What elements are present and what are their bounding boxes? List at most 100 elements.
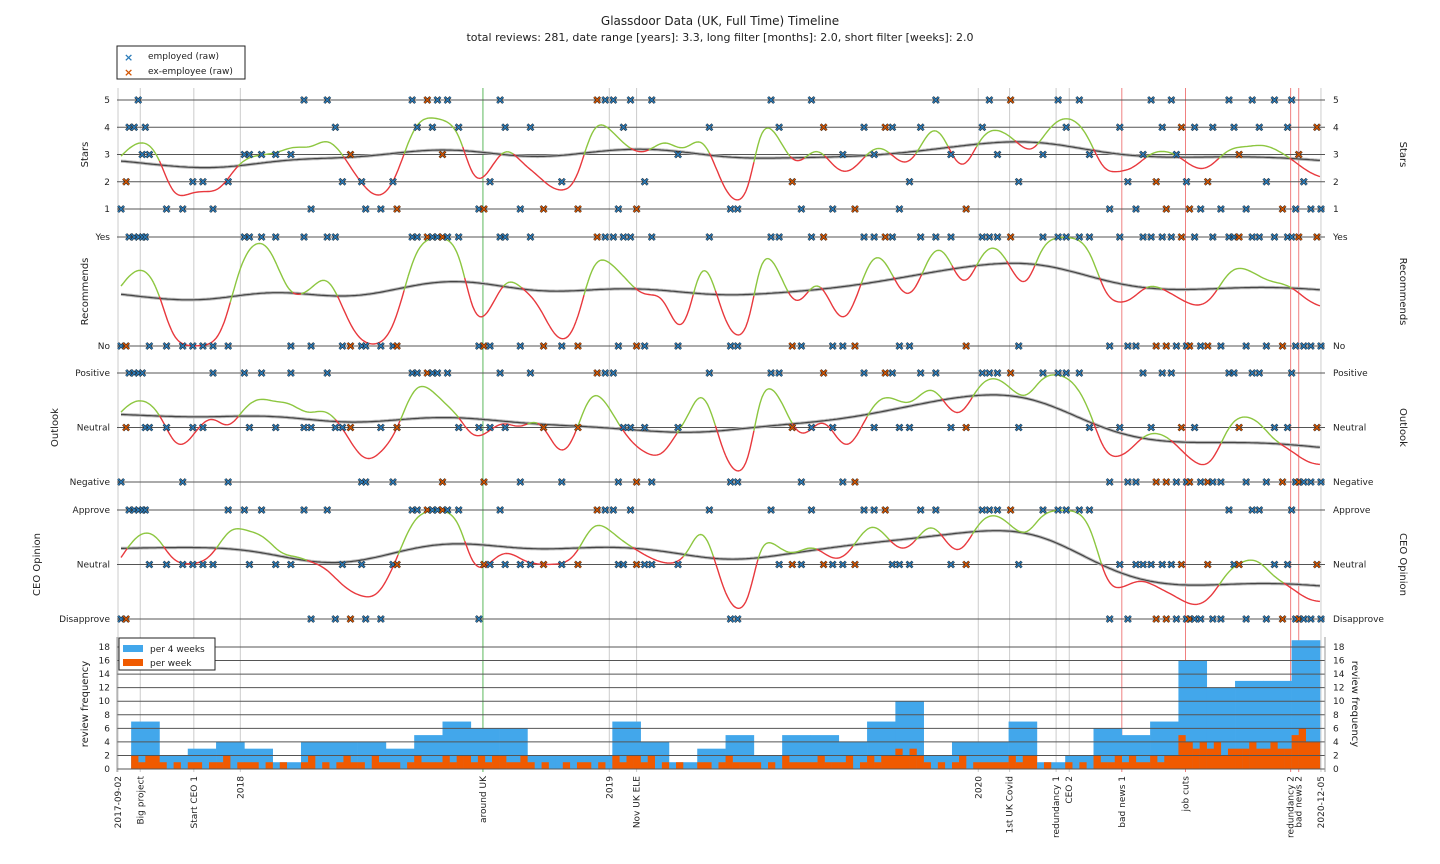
review-marker-employed (486, 342, 494, 350)
marker-cross (888, 561, 896, 568)
marker-cross (1197, 478, 1205, 486)
review-marker-employed (828, 423, 837, 432)
review-marker-employed (705, 369, 714, 377)
review-marker-employed (1270, 560, 1279, 569)
marker-cross (1317, 615, 1325, 623)
review-marker-employed (860, 506, 868, 514)
marker-cross (906, 342, 914, 350)
event-label: bad news 1 (1118, 776, 1128, 828)
marker-cross (1054, 233, 1062, 241)
panel-y-label: Recommends (80, 258, 91, 326)
bar-per-week (1100, 762, 1108, 769)
marker-cross (627, 233, 635, 241)
marker-cross (1147, 424, 1155, 431)
bar-per-week (782, 755, 790, 769)
marker-cross (993, 506, 1001, 514)
review-marker-employed (626, 96, 635, 104)
marker-cross (1172, 478, 1180, 486)
bar-per-week (527, 762, 535, 769)
marker-cross (1147, 233, 1155, 241)
marker-cross (1075, 233, 1083, 241)
marker-cross (932, 233, 940, 241)
marker-cross (839, 561, 847, 568)
review-marker-ex-employee (1235, 150, 1243, 159)
review-marker-ex-employee (122, 615, 131, 623)
marker-cross (870, 233, 878, 241)
marker-cross (932, 369, 940, 377)
y-tick-label: 2 (104, 751, 110, 761)
review-marker-employed (1158, 560, 1167, 569)
review-marker-employed (1172, 615, 1181, 623)
marker-cross (439, 478, 446, 486)
marker-cross (1106, 615, 1114, 623)
marker-cross (593, 233, 601, 241)
marker-cross (851, 561, 859, 568)
marker-cross (609, 233, 617, 241)
review-marker-employed (895, 342, 904, 350)
review-marker-employed (1283, 560, 1292, 569)
review-marker-employed (733, 615, 742, 623)
bar-per-week (1157, 762, 1165, 769)
bar-per-week (732, 762, 740, 769)
bar-per-week (817, 755, 825, 769)
review-marker-employed (1196, 205, 1205, 213)
review-marker-employed (1132, 478, 1140, 486)
bar-per-week (1029, 755, 1038, 769)
review-marker-employed (199, 423, 207, 432)
marker-cross (1007, 233, 1015, 241)
bar-per-week (1001, 762, 1009, 769)
review-marker-employed (905, 177, 914, 186)
marker-cross (475, 615, 483, 623)
y-tick-label-right: 4 (1333, 123, 1339, 133)
review-marker-employed (199, 560, 207, 569)
marker-cross (272, 151, 280, 158)
marker-cross (788, 561, 796, 568)
y-tick-label-right: 1 (1333, 205, 1339, 215)
marker-cross (767, 369, 775, 377)
panel-y-label-right: CEO Opinion (1397, 533, 1408, 596)
bar-per-week (746, 762, 755, 769)
panel-y-label-right: Stars (1397, 142, 1408, 168)
panel-y-label-right: Recommends (1397, 258, 1408, 326)
marker-cross (917, 506, 925, 514)
marker-cross (851, 342, 859, 350)
long-filter-curve (121, 394, 1320, 448)
review-marker-employed (188, 342, 197, 350)
review-marker-employed (162, 205, 171, 213)
marker-cross (540, 424, 548, 431)
review-marker-employed (245, 233, 254, 241)
bar-per-week (484, 762, 493, 769)
review-marker-ex-employee (1006, 233, 1015, 241)
bar-per-week (881, 755, 889, 769)
legend-label-ex-employee: ex-employee (raw) (148, 67, 233, 77)
marker-cross (558, 342, 566, 350)
review-marker-employed (1075, 96, 1084, 104)
marker-cross (1167, 369, 1175, 377)
marker-cross (358, 561, 366, 568)
y-tick-label: 12 (99, 684, 110, 694)
marker-cross (1295, 233, 1303, 241)
marker-cross (122, 342, 130, 350)
marker-cross (300, 96, 308, 104)
review-marker-employed (286, 342, 295, 350)
review-marker-employed (1085, 423, 1094, 432)
marker-cross (895, 342, 903, 350)
marker-cross (1197, 342, 1205, 350)
marker-cross (526, 233, 534, 241)
marker-cross (648, 96, 656, 104)
bar-per-week (1192, 748, 1200, 769)
marker-cross (1317, 342, 1325, 350)
marker-cross (633, 342, 641, 350)
marker-cross (1007, 369, 1015, 377)
review-marker-employed (860, 123, 868, 132)
bar-per-week (725, 755, 733, 769)
review-marker-employed (501, 123, 510, 132)
marker-cross (1152, 342, 1160, 350)
review-marker-employed (1255, 233, 1264, 241)
review-marker-employed (726, 342, 735, 350)
marker-cross (258, 506, 266, 514)
review-marker-employed (138, 369, 147, 377)
marker-cross (1039, 151, 1047, 158)
bar-per-week (895, 748, 903, 769)
marker-cross (609, 96, 617, 104)
